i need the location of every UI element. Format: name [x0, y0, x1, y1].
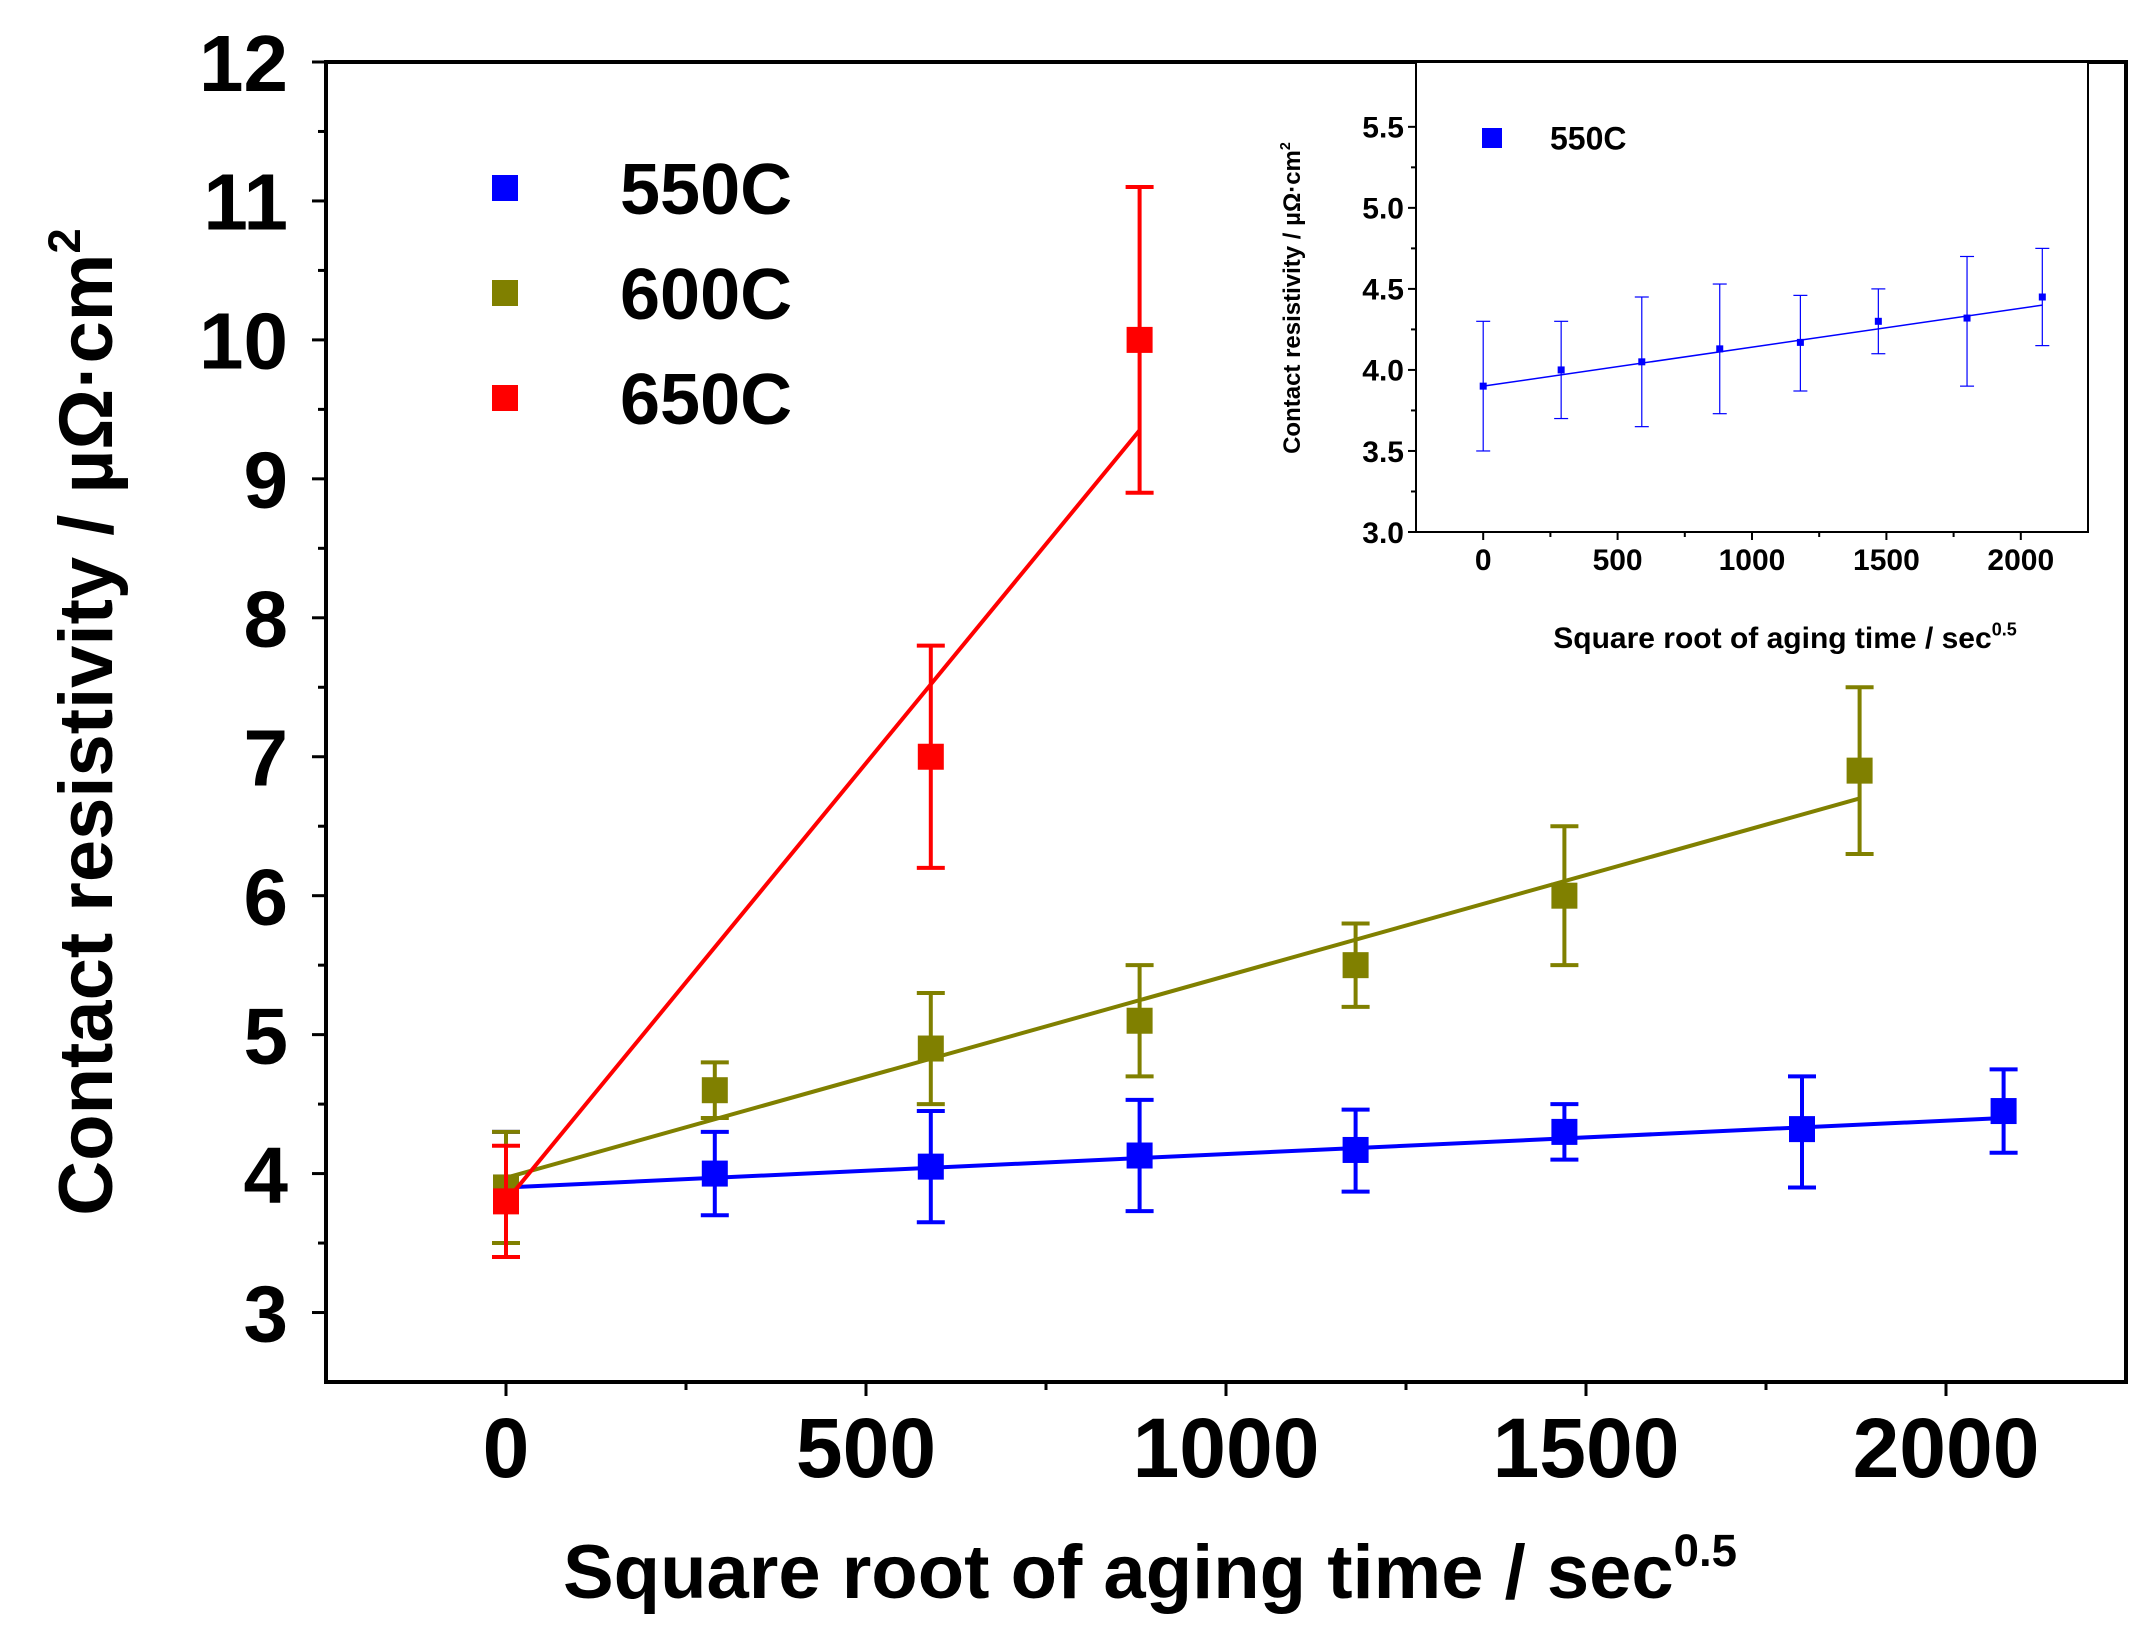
y-axis-title-superscript: 2 [1278, 142, 1294, 150]
x-axis-title-text: Square root of aging time / sec [563, 1530, 1674, 1615]
series-550C [1476, 247, 2050, 452]
y-tick-label: 3.0 [1362, 517, 1404, 550]
y-tick-label: 3.5 [1362, 436, 1404, 469]
fit-line-550C [1483, 304, 2043, 387]
y-tick-label: 8 [244, 575, 289, 664]
series-650C [492, 185, 1154, 1259]
x-axis-title-superscript: 0.5 [1674, 1525, 1737, 1576]
y-tick-label: 5 [244, 991, 289, 1080]
legend-label-550C: 550C [1550, 121, 1627, 157]
plot-background [1416, 62, 2088, 532]
legend-marker-550C [492, 175, 518, 201]
x-tick-label: 1500 [1853, 544, 1920, 577]
main-chart: 0 500 1000 1500 2000 3 4 5 6 7 8 9 10 11 12 Square root… [39, 19, 2128, 1615]
fit-line-650C [504, 428, 1142, 1203]
data-point-600C [917, 1035, 944, 1062]
data-point-650C [493, 1188, 519, 1215]
data-point-550C [1963, 314, 1971, 322]
x-tick-label: 500 [1593, 544, 1643, 577]
x-axis-title-text: Square root of aging time / sec [1553, 622, 1991, 655]
y-axis-title: Contact resistivity / µΩ·cm2 [1278, 142, 1306, 454]
data-point-600C [1126, 1007, 1153, 1034]
y-tick-label: 11 [203, 158, 288, 247]
data-point-550C [1789, 1116, 1815, 1143]
y-tick-label: 3 [244, 1269, 289, 1358]
data-point-600C [1551, 882, 1578, 909]
data-point-550C [2038, 293, 2046, 301]
inset-chart: 0 500 1000 1500 2000 3.0 3.5 4.0 4.5 5.0 5.5 Square… [1278, 61, 2089, 655]
x-tick-label: 0 [483, 1401, 530, 1495]
x-tick-label: 500 [796, 1401, 936, 1495]
data-point-550C [1716, 345, 1724, 353]
y-axis-title-text: Contact resistivity / µΩ·cm [1279, 150, 1306, 454]
y-axis-title-text: Contact resistivity / µΩ·cm [44, 254, 129, 1216]
data-point-550C [917, 1153, 944, 1180]
y-axis-title: Contact resistivity / µΩ·cm2 [39, 228, 129, 1215]
y-tick-label: 10 [199, 297, 288, 386]
y-tick-label: 6 [244, 852, 289, 941]
y-tick-label: 12 [199, 19, 288, 108]
x-tick-label: 2000 [1853, 1401, 2040, 1495]
legend-label-600C: 600C [620, 255, 792, 335]
y-tick-label: 7 [244, 714, 289, 803]
data-point-550C [1796, 338, 1804, 346]
data-point-600C [1846, 757, 1873, 784]
legend-label-550C: 550C [620, 150, 792, 230]
data-point-600C [701, 1077, 728, 1104]
data-point-550C [1126, 1142, 1153, 1169]
data-point-550C [1990, 1098, 2017, 1125]
x-axis-title: Square root of aging time / sec0.5 [1553, 619, 2016, 655]
data-point-550C [1551, 1118, 1578, 1145]
data-point-650C [917, 743, 944, 770]
x-tick-label: 1000 [1719, 544, 1786, 577]
data-point-550C [701, 1160, 728, 1187]
fit-line-600C [505, 796, 1861, 1180]
y-tick-label: 5.5 [1362, 112, 1404, 145]
x-tick-label: 2000 [1987, 544, 2054, 577]
x-tick-label: 0 [1475, 544, 1492, 577]
data-point-600C [1342, 952, 1369, 979]
legend-marker-650C [492, 385, 518, 411]
x-axis-title: Square root of aging time / sec0.5 [563, 1525, 1737, 1615]
data-point-550C [1557, 366, 1565, 374]
y-tick-label: 4.5 [1362, 274, 1404, 307]
fit-line-550C [505, 1116, 2004, 1190]
data-point-550C [1479, 382, 1487, 390]
x-tick-label: 1000 [1133, 1401, 1320, 1495]
y-tick-label: 4 [244, 1130, 289, 1219]
y-axis-title-superscript: 2 [39, 228, 90, 253]
x-tick-label: 1500 [1493, 1401, 1680, 1495]
legend-marker-600C [492, 280, 518, 306]
y-tick-label: 5.0 [1362, 193, 1404, 226]
y-tick-label: 9 [244, 436, 289, 525]
legend-label-650C: 650C [620, 360, 792, 440]
y-tick-label: 4.0 [1362, 355, 1404, 388]
legend-marker-550C [1482, 128, 1502, 148]
data-point-550C [1342, 1136, 1369, 1163]
data-point-650C [1126, 326, 1153, 353]
data-point-550C [1638, 358, 1646, 366]
x-axis-title-superscript: 0.5 [1992, 619, 2017, 639]
data-point-550C [1874, 317, 1882, 325]
